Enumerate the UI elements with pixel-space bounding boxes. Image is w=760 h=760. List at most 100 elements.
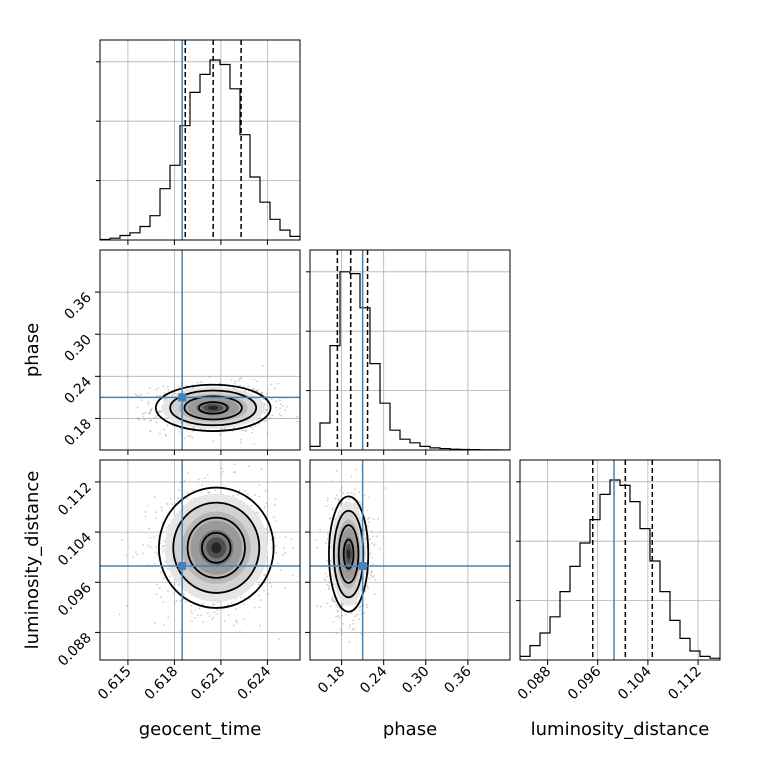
- sample-point: [325, 575, 328, 578]
- sample-point: [218, 456, 220, 458]
- sample-point: [204, 477, 206, 479]
- sample-point: [166, 503, 169, 505]
- sample-point: [314, 538, 317, 541]
- sample-point: [372, 535, 374, 538]
- sample-point: [258, 515, 261, 518]
- sample-point: [269, 538, 272, 541]
- sample-point: [207, 491, 210, 494]
- sample-point: [155, 545, 157, 548]
- sample-point: [184, 600, 187, 603]
- sample-point: [364, 571, 367, 574]
- sample-point: [235, 619, 238, 622]
- sample-point: [266, 528, 268, 531]
- contour-line: [337, 524, 360, 584]
- sample-point: [277, 637, 280, 640]
- sample-point: [206, 612, 209, 614]
- sample-point: [162, 550, 165, 553]
- sample-point: [144, 515, 147, 518]
- histogram-geocent_time: [100, 59, 300, 240]
- sample-point: [275, 400, 278, 403]
- sample-point: [182, 598, 185, 601]
- sample-point: [341, 614, 344, 617]
- sample-point: [284, 552, 287, 554]
- sample-point: [266, 392, 269, 395]
- sample-point: [290, 538, 293, 541]
- sample-point: [167, 389, 170, 392]
- sample-point: [149, 430, 152, 433]
- sample-point: [197, 614, 199, 617]
- sample-point: [144, 511, 147, 513]
- sample-point: [336, 610, 339, 613]
- sample-point: [243, 618, 246, 621]
- sample-point: [244, 429, 247, 432]
- sample-point: [154, 622, 156, 624]
- sample-point: [366, 606, 369, 609]
- sample-point: [260, 392, 263, 395]
- sample-point: [246, 493, 249, 495]
- sample-point: [167, 590, 169, 592]
- sample-point: [173, 592, 175, 595]
- sample-point: [158, 409, 161, 412]
- sample-point: [323, 578, 326, 581]
- sample-point: [312, 533, 314, 535]
- sample-point: [279, 414, 282, 417]
- sample-point: [253, 443, 256, 446]
- sample-point: [91, 401, 93, 403]
- x-axis-label: luminosity_distance: [531, 719, 710, 740]
- sample-point: [343, 481, 345, 483]
- panel-frame: [99, 249, 301, 451]
- y-axis-label: luminosity_distance: [22, 471, 43, 650]
- sample-point: [258, 495, 261, 498]
- sample-point: [180, 428, 182, 431]
- sample-point: [163, 577, 165, 580]
- sample-point: [358, 491, 361, 494]
- sample-point: [273, 504, 276, 506]
- sample-point: [266, 404, 269, 407]
- sample-point: [273, 516, 276, 519]
- sample-point: [260, 468, 263, 470]
- sample-point: [354, 468, 357, 471]
- sample-point: [258, 606, 261, 608]
- sample-point: [266, 505, 269, 508]
- sample-point: [363, 494, 366, 497]
- sample-point: [164, 433, 167, 436]
- sample-point: [277, 382, 280, 385]
- sample-point: [155, 511, 158, 514]
- sample-point: [160, 410, 162, 413]
- sample-point: [175, 600, 178, 602]
- sample-point: [147, 403, 150, 406]
- sample-point: [286, 405, 289, 408]
- sample-point: [263, 573, 265, 576]
- sample-point: [240, 377, 243, 380]
- sample-point: [165, 435, 167, 438]
- contour-line: [201, 531, 232, 564]
- panel-grid: [100, 40, 300, 240]
- sample-point: [335, 615, 337, 618]
- sample-point: [269, 417, 272, 420]
- sample-point: [353, 627, 355, 630]
- sample-point: [186, 492, 189, 495]
- panel-grid: [520, 460, 720, 660]
- contour-line: [183, 395, 243, 421]
- sample-point: [302, 550, 304, 552]
- sample-point: [265, 408, 267, 411]
- sample-point: [136, 553, 138, 556]
- sample-point: [368, 496, 370, 499]
- sample-point: [359, 605, 362, 608]
- sample-point: [368, 516, 371, 519]
- density-level: [211, 542, 222, 554]
- sample-point: [284, 409, 286, 412]
- sample-point: [357, 613, 360, 616]
- x-tick-label: 0.36: [441, 663, 474, 696]
- sample-point: [316, 604, 319, 607]
- sample-point: [212, 616, 214, 619]
- sample-point: [191, 620, 193, 623]
- sample-point: [284, 587, 287, 589]
- sample-point: [275, 552, 278, 554]
- y-tick-label: 0.088: [55, 630, 95, 670]
- sample-point: [190, 612, 193, 614]
- sample-point: [197, 481, 199, 484]
- sample-point: [166, 424, 169, 426]
- sample-point: [328, 581, 331, 584]
